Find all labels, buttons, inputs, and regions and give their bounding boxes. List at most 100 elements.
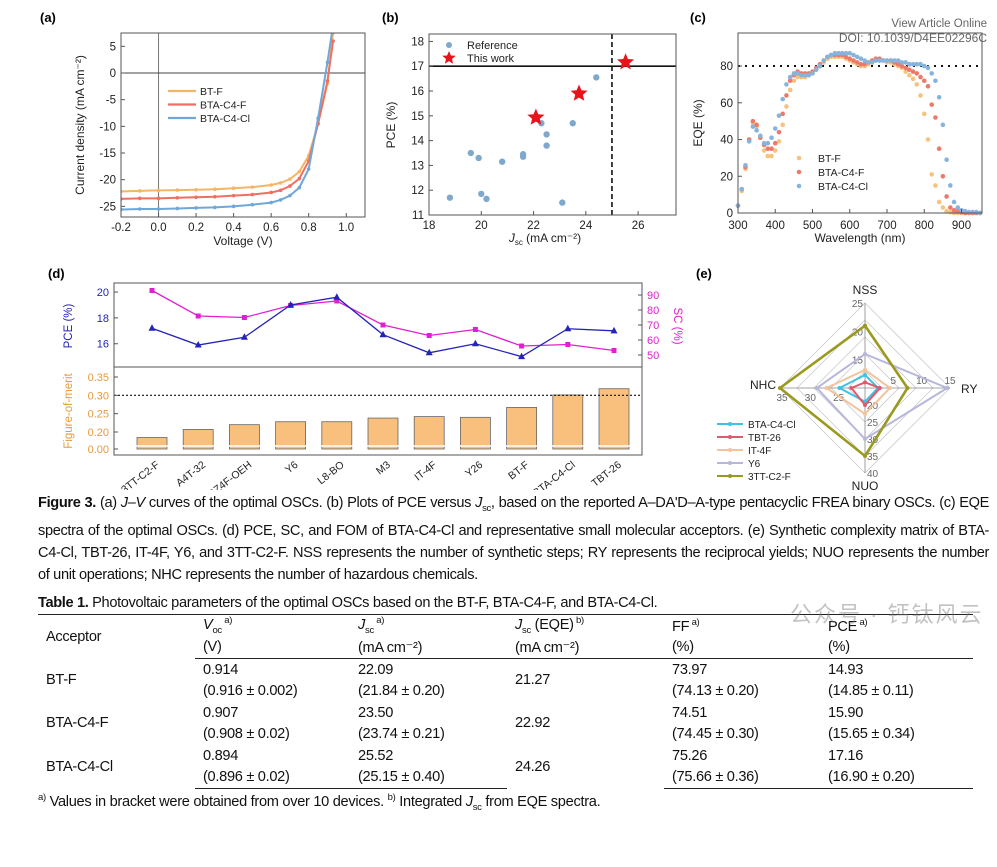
eqe-point [795, 71, 800, 76]
reference-point [467, 149, 475, 157]
pce-tick-label: 16 [97, 339, 109, 351]
header-pce: PCE a) [820, 613, 973, 637]
y-tick-label: 15 [411, 111, 424, 123]
radar-tick-label: 25 [867, 418, 879, 429]
h: FF [672, 618, 690, 635]
table-header-units-row: (V) (mA cm⁻²) (mA cm⁻²) (%) (%) [38, 636, 973, 659]
reference-point [569, 120, 576, 127]
panel-label-d: (d) [48, 266, 65, 281]
legend-marker [728, 435, 732, 439]
x-tick-label: 18 [423, 220, 436, 232]
fom-bar [598, 388, 630, 450]
x-tick-label: 20 [475, 220, 488, 232]
table-row: BT-F 0.914 22.09 21.27 73.97 14.93 [38, 658, 973, 689]
fom-bar [506, 407, 538, 450]
eqe-point [918, 74, 923, 80]
table-row-avg: (0.896 ± 0.02) (25.15 ± 0.40) (75.66 ± 0.3… [38, 766, 973, 789]
unit-jsc: (mA cm⁻²) [350, 636, 507, 659]
reference-point [498, 158, 506, 165]
caption-label: Figure 3. [38, 495, 96, 511]
x-tick-label: 800 [915, 220, 934, 232]
h: J [515, 617, 522, 634]
sc-point [426, 333, 432, 338]
sc-axis-title: SC (%) [671, 307, 683, 344]
y-tick-label: 0 [110, 68, 116, 80]
y-tick-label: -20 [99, 175, 116, 187]
x-tick-label: 700 [877, 220, 896, 232]
eqe-point [933, 78, 938, 84]
y-tick-label: 11 [412, 210, 424, 222]
x-tick-label: 400 [766, 220, 785, 232]
panel-label-b: (b) [382, 10, 399, 25]
eqe-point [918, 93, 923, 98]
jv-point [269, 190, 273, 195]
jv-point [213, 187, 217, 192]
jv-point [331, 39, 335, 43]
cell-ff_avg: (75.66 ± 0.36) [664, 766, 820, 789]
legend-label: Reference [467, 40, 518, 52]
jv-point [156, 188, 161, 193]
pce-point [194, 341, 202, 348]
legend-swatch [796, 155, 802, 161]
cell-pce: 14.93 [828, 661, 864, 678]
pce-point [610, 326, 618, 334]
cell-ff_avg: (74.13 ± 0.20) [672, 683, 759, 700]
eqe-point [780, 111, 786, 117]
table-title-text: Photovoltaic parameters of the optimal O… [88, 594, 658, 611]
cell-acceptor: BTA-C4-Cl [46, 758, 113, 775]
h: (EQE) [530, 617, 574, 634]
eqe-point [921, 63, 927, 69]
legend-swatch [446, 42, 452, 48]
y-axis-title: Current density (mA cm⁻²) [73, 55, 87, 195]
radar-point [814, 386, 819, 390]
pce-tick-label: 20 [97, 287, 109, 299]
eqe-point [739, 186, 745, 192]
cell-voc_avg: (0.916 ± 0.002) [203, 683, 298, 700]
panel-label-a: (a) [40, 10, 56, 25]
eqe-point [769, 135, 774, 140]
eqe-point [799, 72, 804, 78]
eqe-point [840, 50, 845, 56]
caption-text: , based on the reported A–DA'D–A-type pe… [38, 495, 989, 583]
eqe-point [765, 153, 771, 159]
eqe-point [921, 78, 927, 84]
legend-label: BTA-C4-F [200, 100, 246, 112]
fn: sc [472, 801, 482, 813]
y-tick-label: -10 [99, 121, 116, 133]
x-tick-label: 0.4 [226, 222, 243, 234]
x-tick-label: 24 [579, 220, 592, 232]
eqe-point [858, 61, 864, 67]
fom-tick-label: 0.00 [88, 444, 109, 456]
fom-tick-label: 0.25 [88, 409, 109, 421]
eqe-point [877, 58, 882, 63]
doi-link[interactable]: DOI: 10.1039/D4EE02296C [839, 31, 987, 45]
radar-point [778, 386, 782, 390]
photovoltaic-table: Acceptor Voc a) Jsc a) Jsc (EQE) b) FF a… [38, 613, 973, 789]
eqe-point [787, 87, 793, 93]
eqe-point [765, 146, 771, 152]
eqe-point [918, 61, 923, 67]
legend-label: BTA-C4-Cl [748, 420, 796, 431]
eqe-point [754, 128, 759, 133]
watermark: 公众号 · 钙钛风云 [790, 602, 984, 627]
cell-acceptor: BT-F [46, 672, 77, 689]
header-jsc-eqe: Jsc (EQE) b) [507, 613, 664, 637]
jv-series-BTA-C4-Cl [121, 33, 333, 212]
eqe-point [929, 71, 935, 76]
eqe-point [795, 74, 800, 80]
cell-voc: 0.894 [203, 747, 239, 764]
eqe-point [929, 102, 935, 107]
radar-tick-label: 15 [944, 376, 956, 387]
eqe-point [925, 83, 931, 89]
eqe-point [925, 137, 931, 142]
pce-point [240, 333, 248, 340]
sc-point [334, 298, 340, 304]
jv-point [306, 167, 311, 171]
radar-tick-label: 20 [852, 327, 864, 338]
figure-caption: Figure 3. (a) J–V curves of the optimal … [38, 492, 989, 586]
jv-point [156, 207, 161, 211]
pce-point [333, 293, 341, 300]
eqe-point [866, 60, 871, 65]
view-article-online-link[interactable]: View Article Online [891, 18, 987, 30]
legend-swatch [796, 183, 802, 189]
